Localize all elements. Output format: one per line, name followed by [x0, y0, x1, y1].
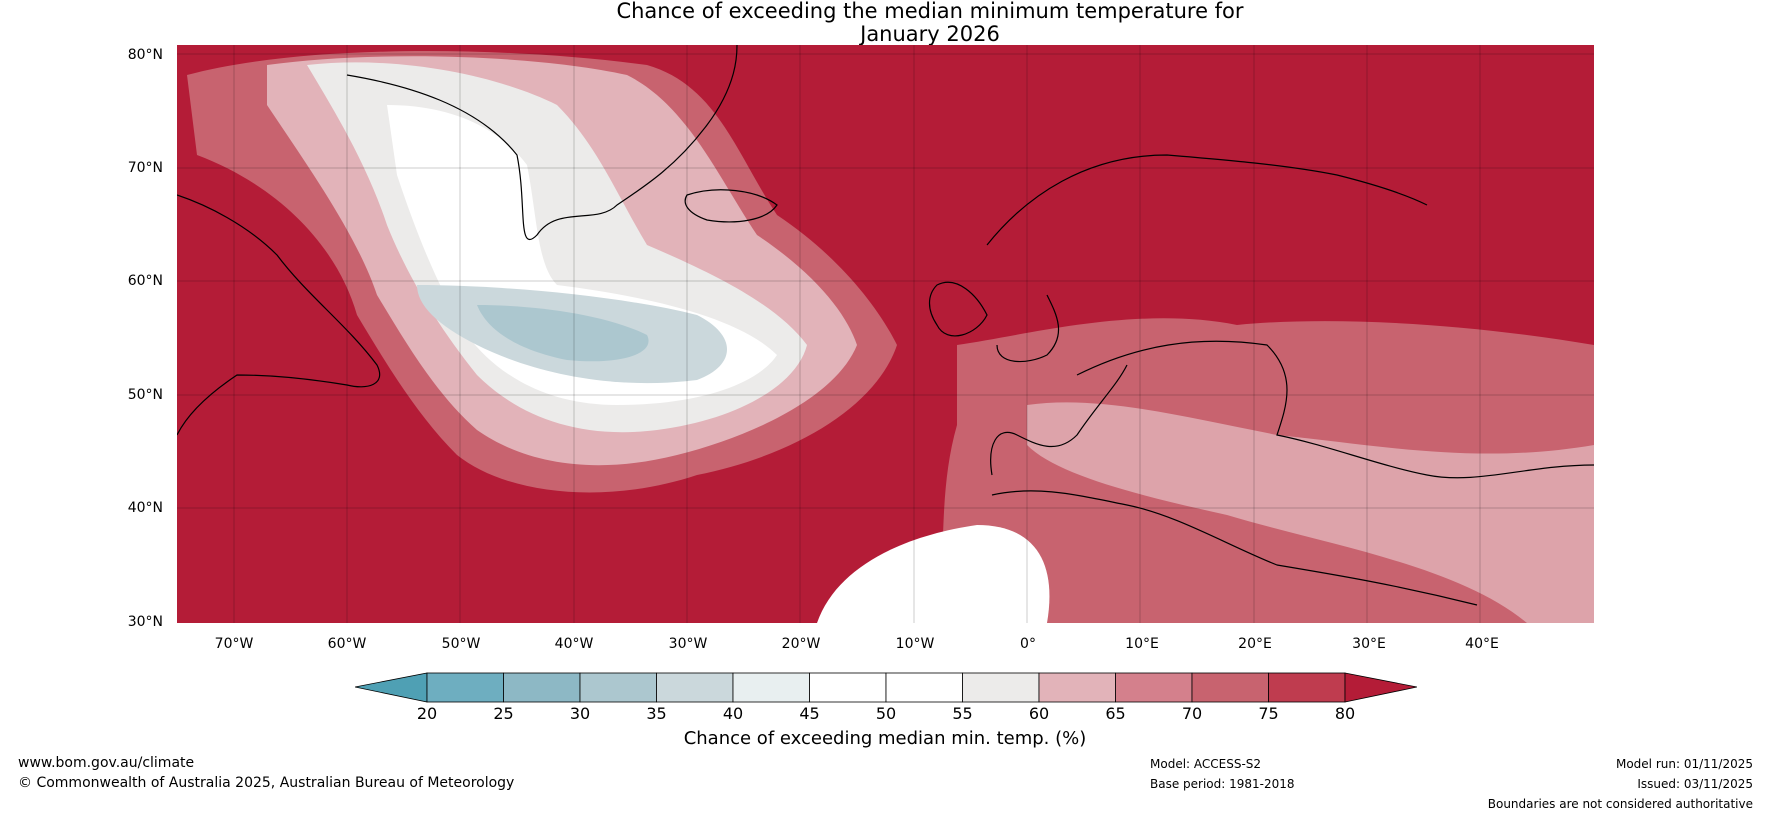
forecast-map [177, 45, 1594, 623]
lon-label-20w: 20°W [781, 636, 821, 652]
lat-label-50n: 50°N [127, 387, 163, 403]
colorbar-cell [579, 672, 657, 703]
lon-label-0: 0° [1020, 636, 1036, 652]
colorbar-tick-label: 75 [1258, 704, 1279, 723]
mediterranean-coastline [991, 490, 1478, 606]
shade-north-africa-region [817, 525, 1050, 623]
lon-label-40w: 40°W [554, 636, 594, 652]
map-title-line1: Chance of exceeding the median minimum t… [616, 0, 1244, 23]
lon-label-10e: 10°E [1125, 636, 1159, 652]
graticule [177, 45, 1594, 623]
colorbar-cell [1115, 672, 1193, 703]
north-america-coastline [177, 194, 381, 436]
lon-label-30e: 30°E [1352, 636, 1386, 652]
europe-coastline [986, 154, 1594, 479]
colorbar-tick-label: 60 [1028, 704, 1050, 723]
colorbar-tick-label: 35 [646, 704, 667, 723]
lat-label-40n: 40°N [127, 500, 163, 516]
colorbar-tick-label: 55 [952, 704, 973, 723]
shade-mediterranean-region [1027, 402, 1594, 623]
footer-website[interactable]: www.bom.gov.au/climate [18, 755, 195, 771]
iceland-coastline [684, 189, 778, 223]
colorbar-cell [732, 672, 810, 703]
lon-label-10w: 10°W [895, 636, 935, 652]
map-canvas [177, 45, 1594, 623]
colorbar-tick-label: 45 [799, 704, 820, 723]
colorbar [355, 672, 1417, 703]
lon-label-60w: 60°W [327, 636, 367, 652]
footer-model: Model: ACCESS-S2 [1150, 757, 1262, 771]
footer-copyright: © Commonwealth of Australia 2025, Austra… [18, 775, 515, 791]
colorbar-cell [1191, 672, 1269, 703]
colorbar-cell [809, 672, 887, 703]
colorbar-cell [885, 672, 963, 703]
shade-35-region [477, 305, 649, 362]
colorbar-cell [1038, 672, 1116, 703]
footer-model-run: Model run: 01/11/2025 [1615, 757, 1753, 771]
colorbar-extend-low [355, 672, 428, 703]
lat-label-70n: 70°N [127, 160, 163, 176]
colorbar-cell [503, 672, 581, 703]
uk-coastline [928, 281, 988, 337]
colorbar-tick-label: 40 [722, 704, 744, 723]
colorbar-cell [1268, 672, 1346, 703]
colorbar-tick-label: 30 [569, 704, 591, 723]
colorbar-tick-label: 25 [493, 704, 514, 723]
colorbar-tick-label: 50 [875, 704, 897, 723]
colorbar-tick-label: 20 [416, 704, 438, 723]
map-title-line2: January 2026 [860, 22, 1000, 46]
colorbar-tick-label: 65 [1105, 704, 1126, 723]
lat-label-60n: 60°N [127, 273, 163, 289]
lon-label-20e: 20°E [1238, 636, 1272, 652]
colorbar-tick-label: 70 [1181, 704, 1203, 723]
footer-disclaimer: Boundaries are not considered authoritat… [1487, 797, 1753, 811]
lat-label-80n: 80°N [127, 47, 163, 63]
colorbar-cell [656, 672, 734, 703]
lat-label-30n: 30°N [127, 614, 163, 630]
colorbar-cell [962, 672, 1040, 703]
lon-label-70w: 70°W [214, 636, 254, 652]
lon-label-50w: 50°W [441, 636, 481, 652]
footer-base-period: Base period: 1981-2018 [1150, 777, 1295, 791]
lon-label-30w: 30°W [668, 636, 708, 652]
colorbar-label: Chance of exceeding median min. temp. (%… [683, 728, 1087, 749]
footer-issued: Issued: 03/11/2025 [1637, 777, 1753, 791]
map-title: Chance of exceeding the median minimum t… [0, 0, 1770, 46]
colorbar-extend-high [1344, 672, 1417, 703]
colorbar-cell [426, 672, 504, 703]
colorbar-tick-label: 80 [1334, 704, 1356, 723]
greenland-coastline [346, 45, 738, 241]
lon-label-40e: 40°E [1465, 636, 1499, 652]
